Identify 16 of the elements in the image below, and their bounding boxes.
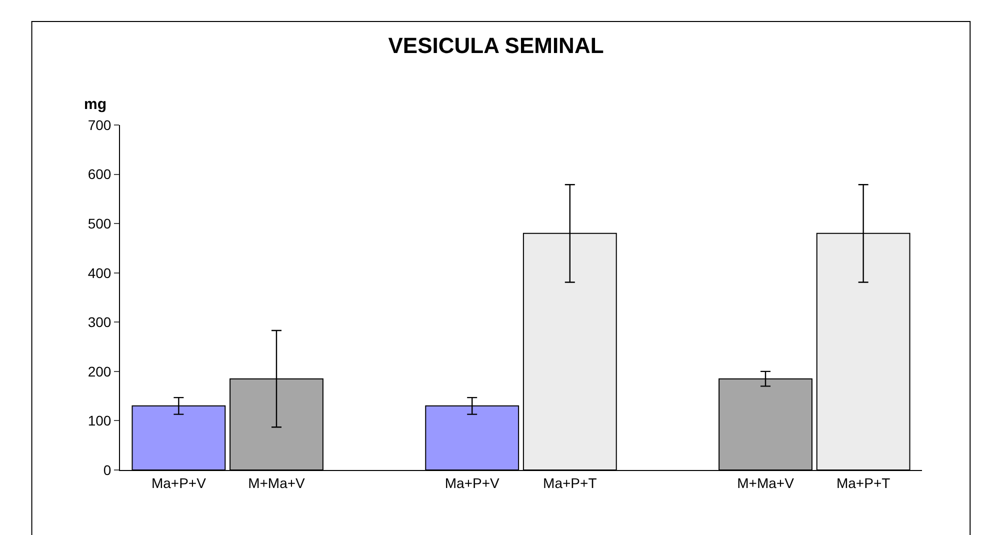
y-tick-label: 500	[88, 215, 112, 232]
x-tick-label: Ma+P+T	[543, 474, 598, 491]
chart-title: VESICULA SEMINAL	[388, 32, 604, 58]
y-tick-label: 100	[88, 412, 112, 429]
y-tick-label: 200	[88, 363, 112, 380]
x-tick-label: M+Ma+V	[737, 474, 795, 491]
x-tick-label: Ma+P+T	[836, 474, 891, 491]
x-tick-label: Ma+P+V	[444, 474, 500, 491]
y-tick-label: 700	[88, 116, 112, 133]
y-tick-label: 0	[103, 462, 112, 478]
y-tick-label: 300	[88, 314, 112, 330]
y-tick-label: 600	[88, 166, 112, 182]
x-tick-label: Ma+P+V	[151, 474, 207, 491]
x-tick-label: M+Ma+V	[248, 474, 306, 491]
y-axis-title: mg	[84, 96, 106, 113]
y-tick-label: 400	[88, 264, 112, 281]
